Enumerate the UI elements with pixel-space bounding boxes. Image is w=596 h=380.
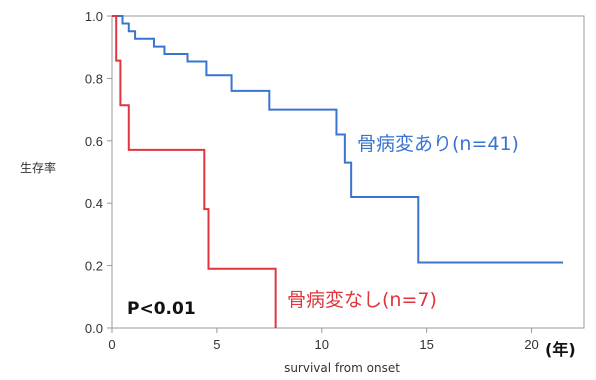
x-unit-label: (年)	[545, 340, 576, 359]
x-tick-label: 0	[108, 337, 115, 352]
y-tick-label: 1.0	[85, 9, 103, 24]
y-tick-label: 0.4	[85, 196, 103, 211]
x-tick-label: 10	[315, 337, 329, 352]
p-value-annotation: P<0.01	[127, 299, 196, 319]
survival-curve-0	[112, 15, 564, 264]
y-tick-label: 0.6	[85, 134, 103, 149]
y-tick-label: 0.8	[85, 71, 103, 86]
y-tick-label: 0.2	[85, 259, 103, 274]
survival-curve-1	[112, 15, 277, 328]
y-axis: 0.0 0.2 0.4 0.6 0.8 1.0	[85, 9, 112, 336]
x-tick-label: 5	[213, 337, 220, 352]
x-tick-label: 15	[419, 337, 433, 352]
series-label-with-lesion: 骨病変あり(n=41)	[357, 133, 519, 155]
plot-frame	[111, 15, 585, 329]
x-axis-title: survival from onset	[284, 361, 400, 375]
x-tick-label: 20	[524, 337, 538, 352]
series-label-without-lesion: 骨病変なし(n=7)	[287, 289, 437, 311]
y-tick-label: 0.0	[85, 321, 103, 336]
series-layer	[112, 15, 564, 328]
x-axis: 0 5 10 15 20	[108, 328, 539, 352]
y-axis-title: 生存率	[20, 160, 56, 175]
